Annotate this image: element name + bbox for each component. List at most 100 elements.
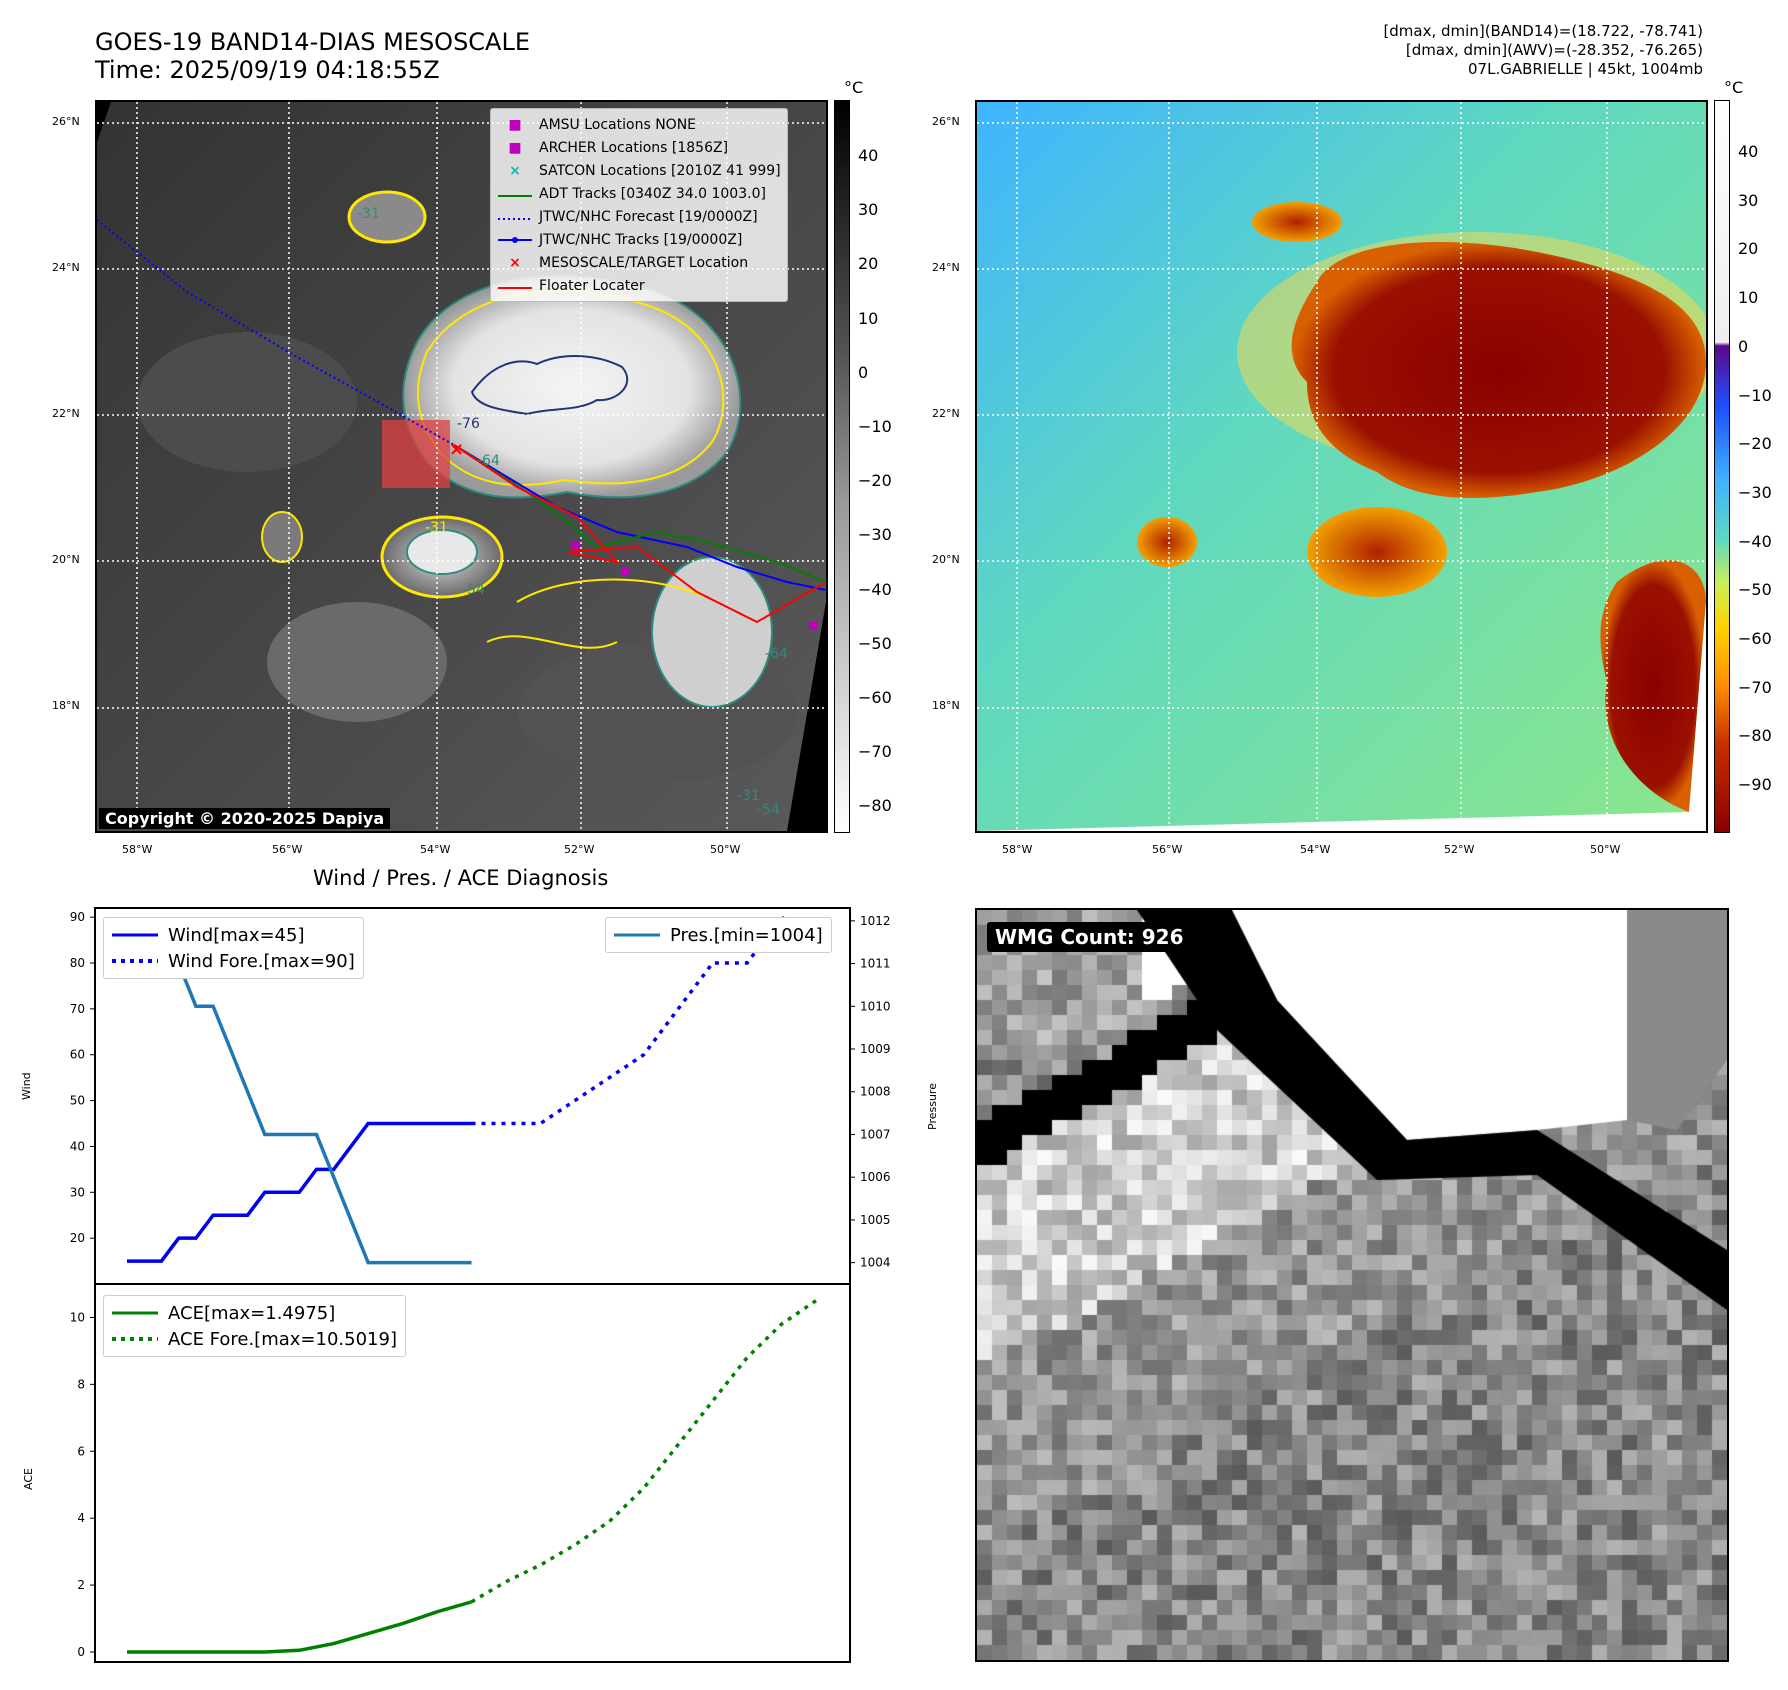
ace-series-line-1 (470, 1299, 817, 1604)
jtwc-track (453, 444, 826, 591)
colorbar-tick: −40 (858, 579, 892, 599)
archer-marker (571, 542, 579, 550)
colorbar-tick: 40 (1738, 142, 1759, 161)
archer-marker (809, 622, 817, 630)
cloud-cluster-2-core (406, 529, 478, 575)
awv-cluster-se (1600, 560, 1706, 812)
colorbar-tick: 30 (858, 200, 879, 220)
line-icon (497, 278, 533, 294)
wind-tick-label: 70 (70, 1002, 85, 1016)
colorbar-tick: 10 (858, 308, 879, 328)
x-icon: × (509, 254, 521, 271)
wind-tick-label: 90 (70, 910, 85, 924)
awv-cluster (1307, 507, 1447, 597)
lat-tick: 22°N (52, 407, 80, 420)
colorbar-tick: −50 (1738, 580, 1772, 600)
pressure-tick-label: 1006 (860, 1170, 891, 1184)
legend-adt: ADT Tracks [0340Z 34.0 1003.0] (497, 182, 781, 205)
colorbar-tick: 0 (1738, 336, 1749, 356)
lat-tick: 26°N (932, 115, 960, 128)
line-icon (112, 1300, 158, 1326)
colorbar-tick: −30 (858, 525, 892, 545)
colorbar-tick: 10 (1738, 288, 1759, 308)
colorbar-tick: −50 (858, 633, 892, 653)
pressure-tick-label: 1011 (860, 957, 891, 971)
storm-info: [dmax, dmin](BAND14)=(18.722, -78.741) [… (1383, 22, 1703, 79)
cloud-cluster-3 (347, 190, 427, 244)
wind-tick-label: 80 (70, 956, 85, 970)
awv-map-svg (977, 102, 1706, 831)
contour-labels: -31 -76 -64 -31 -54 -64 -31 -54 (357, 206, 788, 818)
line-icon (614, 922, 660, 948)
wind-tick-label: 50 (70, 1094, 85, 1108)
lat-tick: 20°N (932, 553, 960, 566)
lon-tick: 58°W (122, 843, 153, 856)
wmg-image (977, 910, 1727, 1660)
copyright: Copyright © 2020-2025 Dapiya (99, 808, 391, 829)
lon-tick: 52°W (564, 843, 595, 856)
cloud-cluster-4 (261, 511, 303, 563)
legend-forecast: JTWC/NHC Forecast [19/0000Z] (497, 205, 781, 228)
ace-tick-label: 6 (77, 1444, 85, 1458)
floater-box (382, 420, 450, 488)
pressure-tick-label: 1004 (860, 1256, 891, 1270)
floater-locater-track (453, 444, 826, 624)
legend-ace: ACE[max=1.4975] (112, 1300, 397, 1326)
forecast-track (97, 219, 455, 446)
lon-tick: 52°W (1444, 843, 1475, 856)
lat-tick: 24°N (932, 261, 960, 274)
colorbar-tick: −70 (1738, 677, 1772, 697)
awv-cluster (1137, 517, 1197, 567)
ace-tick-label: 2 (77, 1578, 85, 1592)
contour-label: -76 (457, 416, 480, 432)
colorbar-tick: 0 (858, 362, 869, 382)
pressure-tick-label: 1007 (860, 1127, 891, 1141)
colorbar2-unit: °C (1724, 78, 1744, 97)
awv-map-panel (975, 100, 1708, 833)
wind-tick-label: 60 (70, 1048, 85, 1062)
colorbar-tick: −30 (1738, 482, 1772, 502)
colorbar-tick: 20 (858, 254, 879, 274)
contour-label: -31 (357, 206, 380, 222)
awv-storm-core (1291, 242, 1706, 498)
lat-tick: 24°N (52, 261, 80, 274)
wmg-count-badge: WMG Count: 926 (987, 922, 1192, 952)
contour-label: -54 (757, 802, 780, 818)
square-icon: ■ (508, 139, 522, 156)
cloud-cluster-5 (651, 556, 773, 708)
ace-legend: ACE[max=1.4975] ACE Fore.[max=10.5019] (103, 1295, 406, 1357)
ace-series-line-0 (127, 1600, 472, 1654)
lat-tick: 26°N (52, 115, 80, 128)
wmg-panel: WMG Count: 926 (975, 908, 1729, 1662)
legend-ace-fore: ACE Fore.[max=10.5019] (112, 1326, 397, 1352)
colorbar-tick: 20 (1738, 239, 1759, 259)
colorbar-tick: 30 (1738, 190, 1759, 210)
wind-legend: Wind[max=45] Wind Fore.[max=90] (103, 917, 364, 979)
line-icon (497, 186, 533, 202)
lat-tick: 20°N (52, 553, 80, 566)
lon-tick: 56°W (272, 843, 303, 856)
legend-amsu: ■ AMSU Locations NONE (497, 113, 781, 136)
legend-satcon: × SATCON Locations [2010Z 41 999] (497, 159, 781, 182)
colorbar-tick: −10 (858, 417, 892, 436)
colorbar-tick: −10 (1738, 385, 1772, 405)
contour-yellow-edge (486, 635, 618, 649)
contour-label: -64 (765, 646, 788, 662)
ir-nodata-edge (787, 602, 826, 831)
map-legend: ■ AMSU Locations NONE ■ ARCHER Locations [… (490, 108, 788, 302)
archer-marker (622, 567, 630, 575)
colorbar-tick: −80 (858, 796, 892, 816)
contour-label: -31 (425, 520, 448, 536)
wind-tick-label: 40 (70, 1139, 85, 1153)
wind-axis-label: Wind (20, 1072, 33, 1100)
legend-jtwc: JTWC/NHC Tracks [19/0000Z] (497, 228, 781, 251)
ace-tick-label: 4 (77, 1511, 85, 1525)
ace-tick-label: 8 (77, 1377, 85, 1391)
dotted-line-icon (112, 948, 158, 974)
colorbar-tick: −20 (1738, 434, 1772, 454)
lon-tick: 50°W (710, 843, 741, 856)
legend-wind: Wind[max=45] (112, 922, 355, 948)
dot-line-icon (497, 232, 533, 248)
dotted-line-icon (112, 1326, 158, 1352)
ir-nodata-corner (97, 102, 111, 142)
